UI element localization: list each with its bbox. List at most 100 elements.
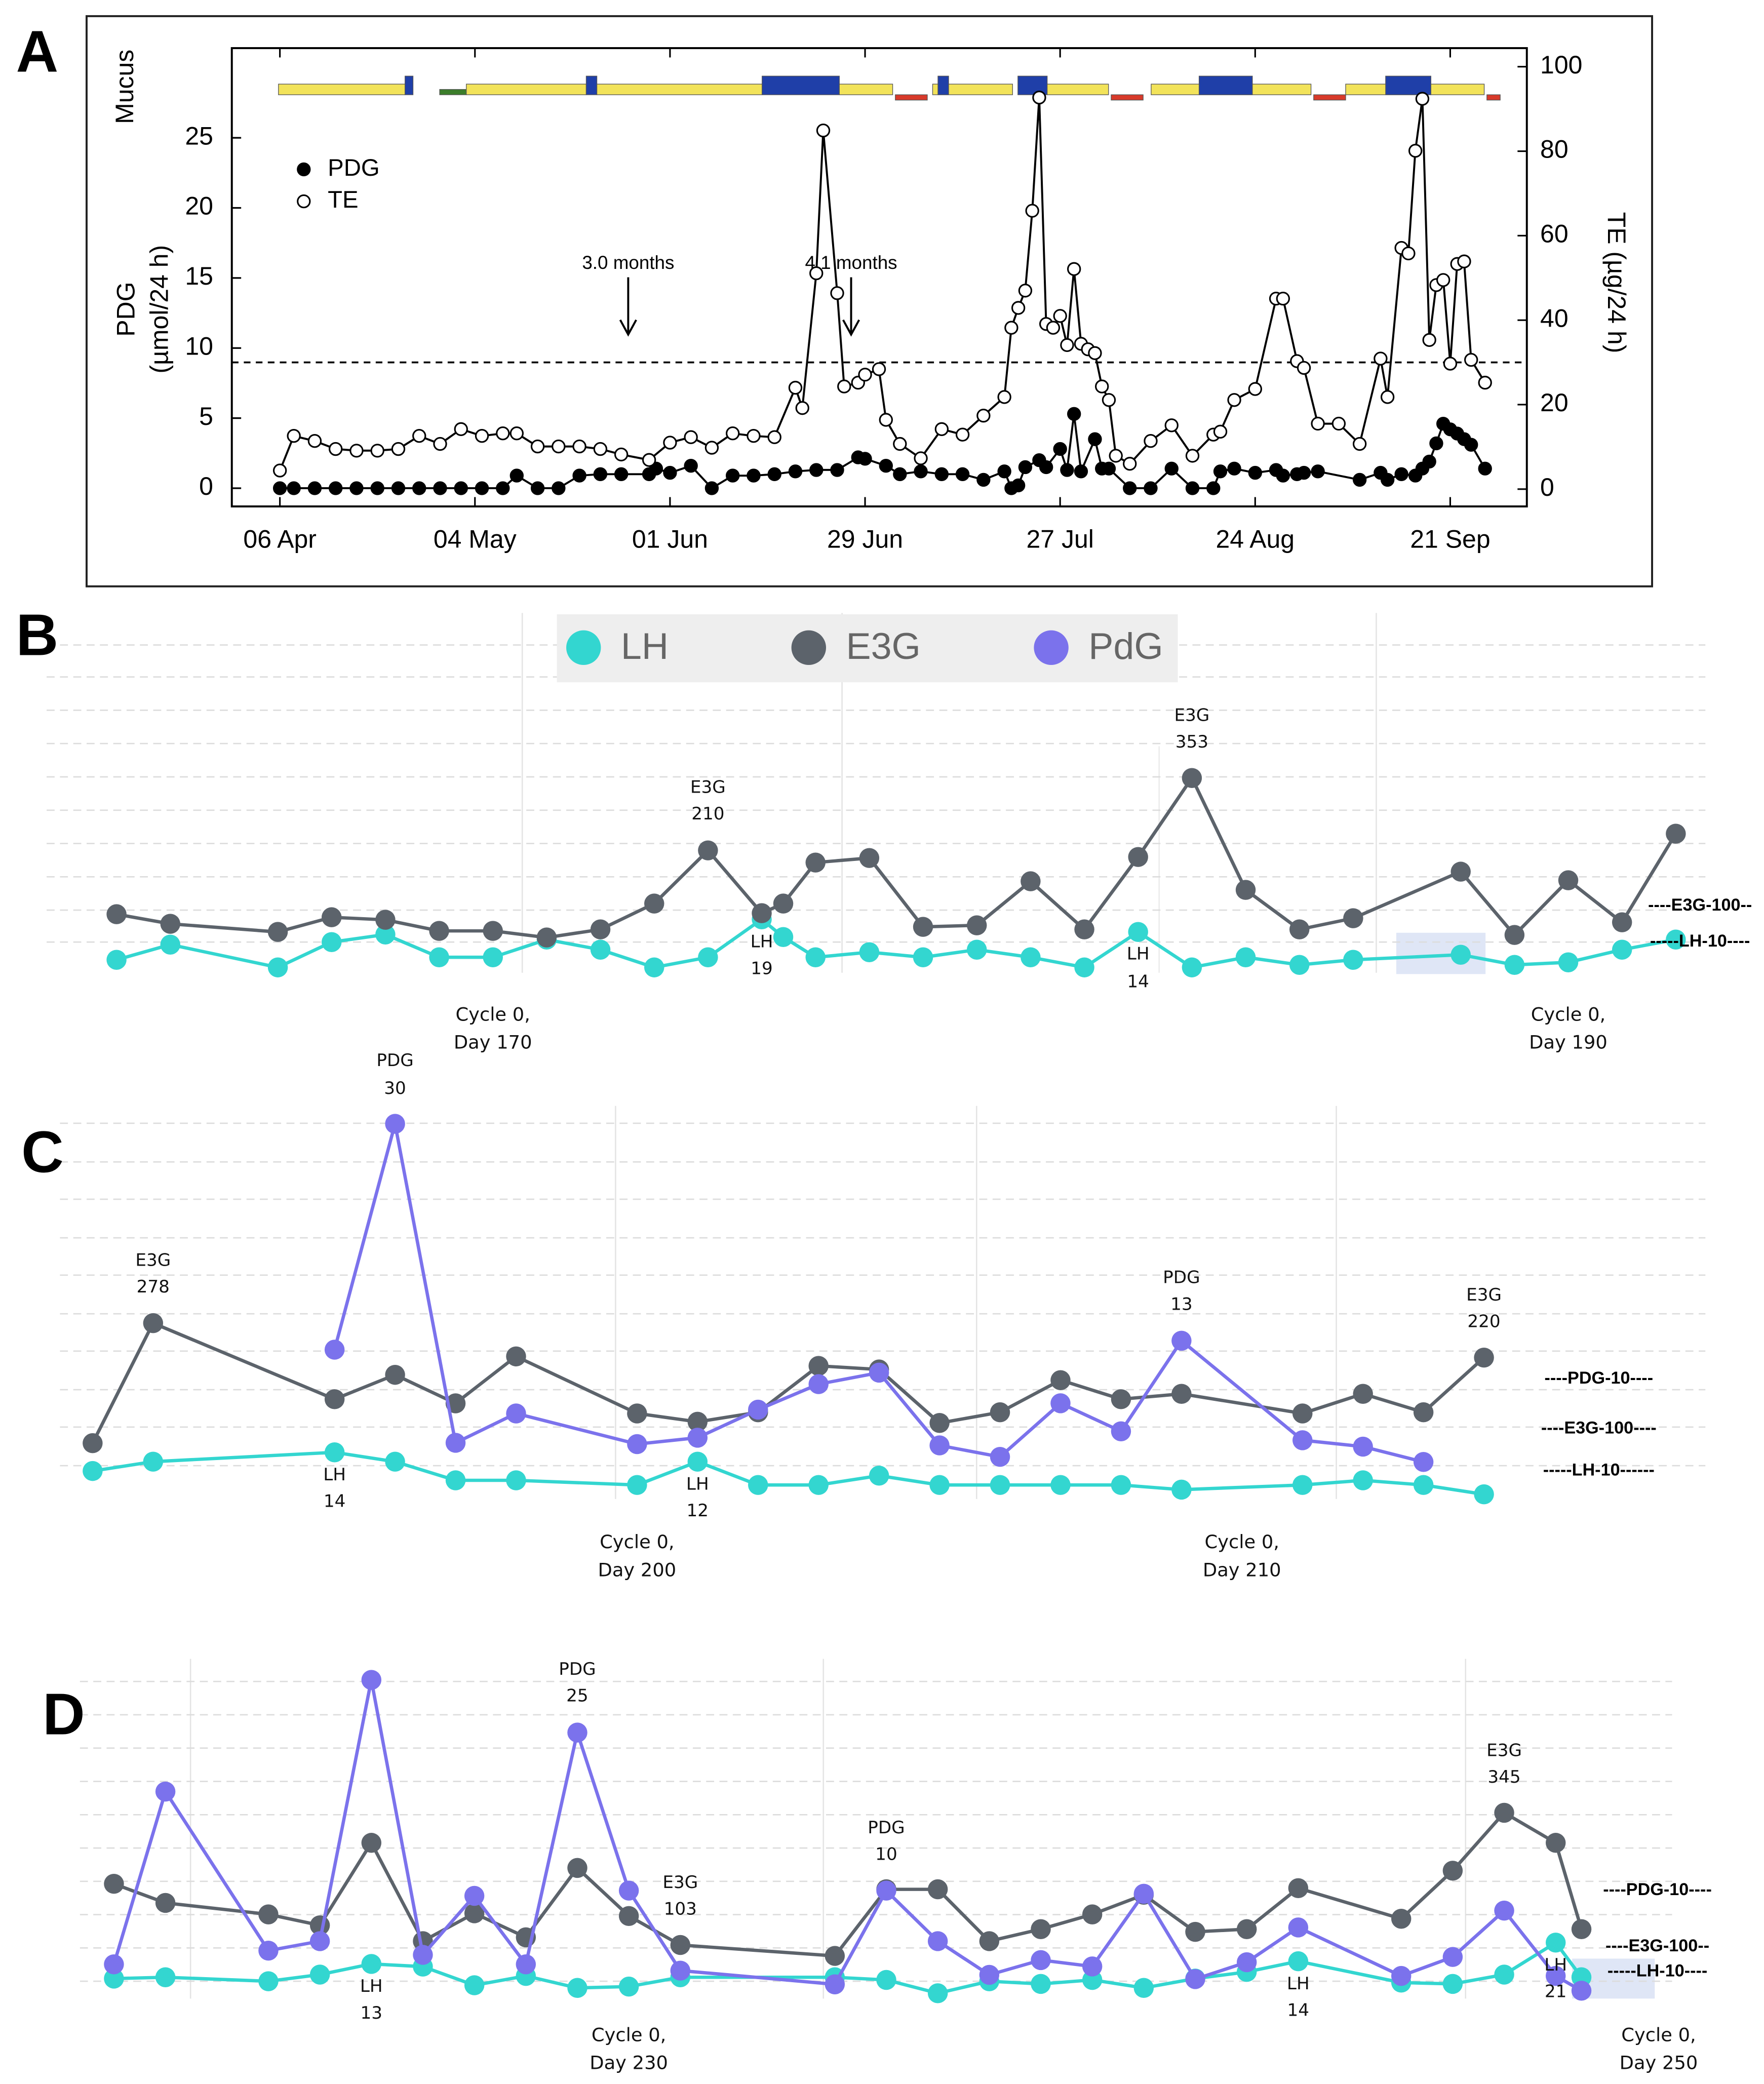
data-point xyxy=(324,1340,345,1360)
y2-axis-label: TE (µg/24 h) xyxy=(1602,212,1631,353)
data-point xyxy=(1018,460,1033,475)
data-point xyxy=(1236,1952,1257,1973)
data-label-box: PDG 30 xyxy=(376,1052,413,1098)
panel-label: A xyxy=(16,18,59,84)
data-point xyxy=(914,464,928,479)
data-point xyxy=(670,1960,691,1981)
data-point xyxy=(506,1346,526,1367)
y-tick-label: 15 xyxy=(185,262,213,290)
data-point xyxy=(687,1428,708,1448)
data-label-box: E3G 345 xyxy=(1486,1741,1522,1788)
data-point xyxy=(809,266,824,281)
data-point xyxy=(809,463,824,477)
data-point xyxy=(876,1880,896,1901)
data-point xyxy=(1343,950,1363,970)
data-point xyxy=(1074,919,1094,939)
data-point xyxy=(83,1433,103,1453)
data-point xyxy=(1413,1475,1434,1495)
data-point xyxy=(1082,1904,1103,1924)
data-point xyxy=(1111,1421,1131,1442)
panel-label: D xyxy=(43,1681,85,1747)
data-point xyxy=(767,430,781,444)
data-point xyxy=(1408,144,1423,158)
data-point xyxy=(1095,379,1109,394)
data-point xyxy=(773,893,794,914)
data-point xyxy=(1380,473,1395,487)
data-point xyxy=(767,467,781,482)
y-axis-label: (µmol/24 h) xyxy=(145,245,174,374)
data-point xyxy=(258,1971,279,1991)
data-point xyxy=(966,915,987,935)
data-point xyxy=(825,1974,845,1994)
data-point xyxy=(370,481,384,495)
data-label: LH 13 xyxy=(360,1977,383,2024)
data-point xyxy=(618,1976,639,1997)
data-point xyxy=(1109,449,1123,463)
data-point xyxy=(752,903,772,923)
data-point xyxy=(644,893,664,914)
data-point xyxy=(433,481,447,495)
data-point xyxy=(1011,478,1026,493)
data-point xyxy=(788,464,803,479)
data-point xyxy=(1185,449,1200,463)
data-point xyxy=(1050,1393,1071,1413)
data-label-box: LH 14 xyxy=(1287,1975,1310,2021)
data-point xyxy=(1111,1389,1131,1409)
data-point xyxy=(614,447,629,462)
data-point xyxy=(322,932,342,952)
mucus-cell xyxy=(762,75,840,95)
data-point xyxy=(830,286,844,300)
legend-box xyxy=(557,614,1178,683)
data-point xyxy=(1558,870,1579,890)
data-label: LH 14 xyxy=(1126,945,1150,992)
data-point xyxy=(1666,929,1686,950)
data-point xyxy=(1128,847,1148,867)
legend-label: E3G xyxy=(846,625,920,667)
data-point xyxy=(1457,254,1471,268)
reference-label: ----PDG-10---- xyxy=(1545,1368,1654,1388)
data-point xyxy=(1276,291,1290,306)
data-point xyxy=(1394,467,1408,482)
data-point xyxy=(106,950,127,970)
series-line xyxy=(91,1321,1485,1444)
data-point xyxy=(869,1362,889,1383)
legend-marker xyxy=(297,162,311,177)
data-point xyxy=(990,1446,1010,1467)
data-point xyxy=(1494,1900,1514,1921)
data-point xyxy=(1288,1878,1309,1899)
data-point xyxy=(858,452,872,466)
mucus-label: Mucus xyxy=(110,50,139,124)
data-label: E3G 345 xyxy=(1486,1741,1522,1788)
data-point xyxy=(929,1435,950,1456)
legend-marker xyxy=(1034,630,1069,665)
data-point xyxy=(287,481,301,495)
data-point xyxy=(329,481,343,495)
data-point xyxy=(516,1954,536,1975)
data-point xyxy=(1236,1919,1257,1939)
data-point xyxy=(509,468,524,483)
data-point xyxy=(1235,947,1256,967)
data-point xyxy=(1353,1384,1373,1404)
mucus-cell xyxy=(439,89,467,95)
data-point xyxy=(272,481,287,495)
data-point xyxy=(805,947,826,967)
data-point xyxy=(997,390,1011,404)
data-point xyxy=(1046,321,1061,335)
legend-label: LH xyxy=(621,625,669,667)
data-point xyxy=(83,1461,103,1481)
legend-label: PdG xyxy=(1088,625,1163,667)
y2-tick-label: 60 xyxy=(1540,220,1569,248)
data-point xyxy=(1464,352,1478,367)
data-point xyxy=(361,1670,382,1690)
data-point xyxy=(1133,1883,1154,1904)
data-point xyxy=(1039,460,1053,475)
legend-label: TE xyxy=(328,186,359,213)
data-point xyxy=(155,1967,176,1987)
x-tick-label-box: Cycle 0, Day 230 xyxy=(590,2025,668,2074)
data-point xyxy=(160,914,180,934)
data-point xyxy=(506,1470,526,1490)
mucus-cell xyxy=(1313,94,1346,101)
data-point xyxy=(627,1403,647,1424)
data-point xyxy=(1297,361,1311,375)
data-point xyxy=(1185,481,1200,495)
